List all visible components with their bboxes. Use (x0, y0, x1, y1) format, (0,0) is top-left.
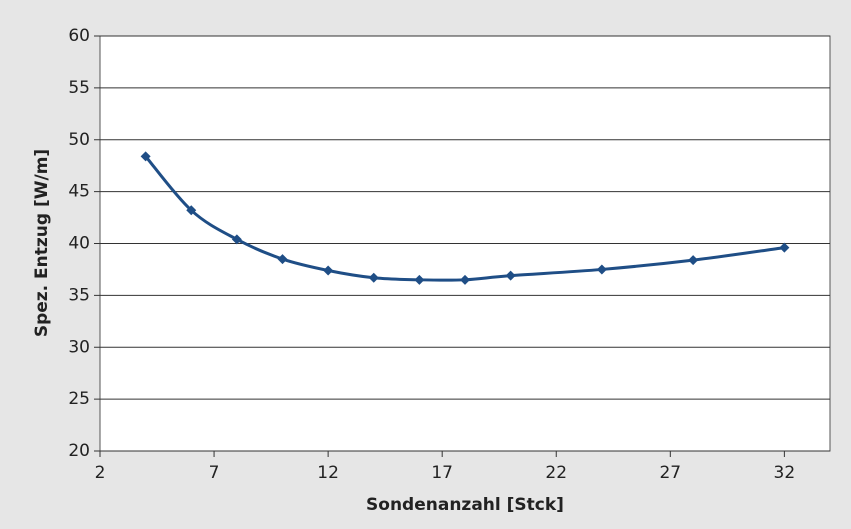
data-point (688, 255, 699, 266)
data-point (505, 270, 516, 281)
y-tick-label: 35 (68, 285, 90, 305)
data-point (140, 151, 151, 162)
y-tick-label: 55 (68, 78, 90, 98)
x-tick-label: 17 (431, 463, 453, 483)
data-point (323, 265, 334, 276)
data-point (414, 274, 425, 285)
y-tick-label: 50 (68, 130, 90, 150)
data-point (277, 254, 288, 265)
x-tick-label: 12 (317, 463, 339, 483)
x-tick-label: 32 (774, 463, 796, 483)
y-tick-label: 45 (68, 182, 90, 202)
data-point (596, 264, 607, 275)
y-tick-label: 40 (68, 234, 90, 254)
y-tick-label: 20 (68, 441, 90, 461)
y-axis-title: Spez. Entzug [W/m] (32, 149, 52, 337)
y-tick-label: 25 (68, 389, 90, 409)
data-point (460, 274, 470, 285)
y-tick-label: 30 (68, 337, 90, 357)
data-point (779, 242, 790, 253)
data-point (231, 234, 242, 245)
data-point (186, 205, 197, 216)
x-tick-label: 7 (209, 463, 220, 483)
x-axis-title: Sondenanzahl [Stck] (366, 495, 564, 515)
x-tick-label: 2 (95, 463, 106, 483)
y-tick-label: 60 (68, 26, 90, 46)
data-point (368, 272, 379, 283)
x-tick-label: 27 (659, 463, 681, 483)
x-tick-label: 22 (545, 463, 567, 483)
